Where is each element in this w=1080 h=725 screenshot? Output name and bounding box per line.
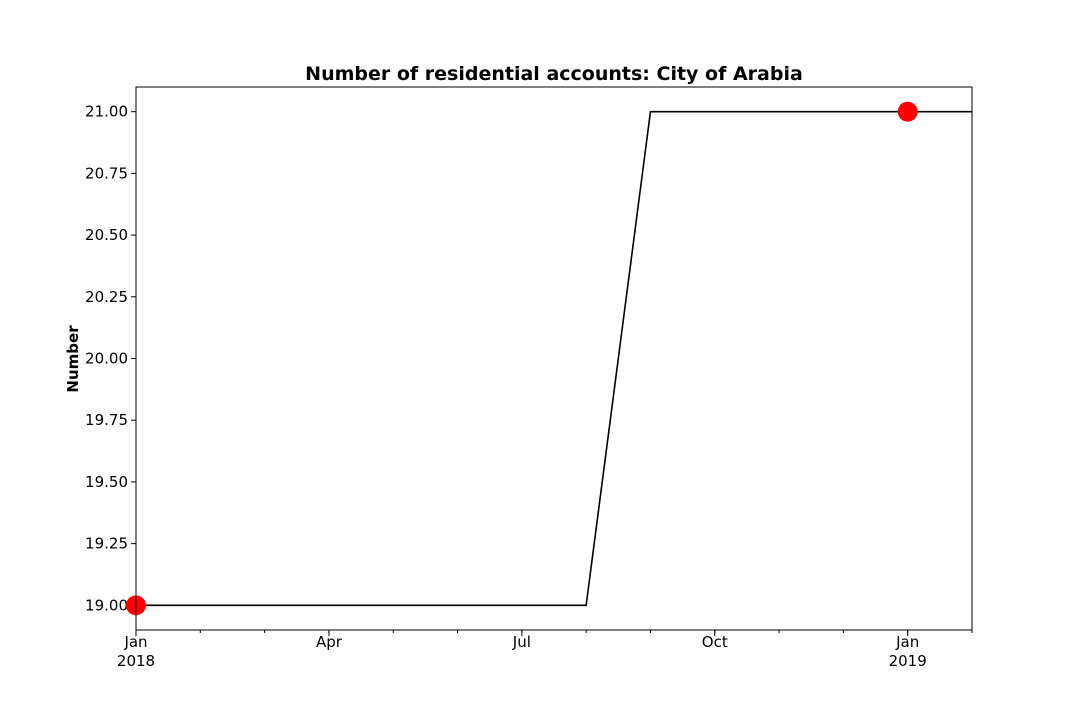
y-tick-label: 19.00: [85, 596, 128, 614]
x-tick-label: Jul: [512, 633, 531, 651]
y-tick-label: 20.75: [85, 164, 128, 182]
series-line-0: [136, 110, 972, 607]
y-tick-label: 19.25: [85, 535, 128, 553]
x-tick-label: Oct: [702, 633, 728, 651]
series-layer: [136, 110, 972, 607]
y-tick-label: 19.75: [85, 411, 128, 429]
y-tick-label: 19.50: [85, 473, 128, 491]
y-tick-label: 20.50: [85, 226, 128, 244]
x-tick-label: Apr: [316, 633, 343, 651]
highlight-points: [126, 101, 918, 616]
y-tick-label: 20.00: [85, 350, 128, 368]
y-axis-label: Number: [64, 325, 82, 393]
x-tick-label: Jan: [123, 633, 147, 651]
y-tick-label: 21.00: [85, 103, 128, 121]
highlight-point: [897, 101, 918, 122]
plot-area-frame: [135, 86, 973, 631]
axis-ticks: 19.00 19.25 19.50 19.75 20.00 20.25 20.50 20.75…: [85, 103, 973, 670]
x-tick-label: Jan: [895, 633, 919, 651]
x-tick-year-label: 2018: [117, 652, 155, 670]
y-tick-label: 20.25: [85, 288, 128, 306]
chart-title: Number of residential accounts: City of …: [305, 63, 803, 85]
x-tick-year-label: 2019: [889, 652, 927, 670]
